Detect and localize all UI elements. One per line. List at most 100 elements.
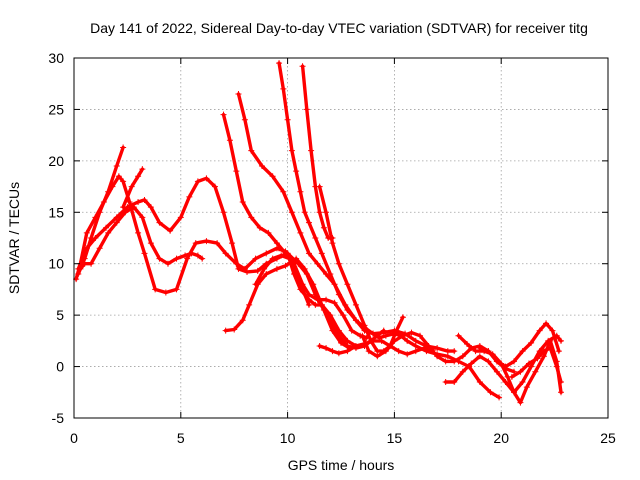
data-point: [130, 204, 137, 211]
data-point: [318, 301, 325, 308]
data-point: [235, 265, 242, 272]
data-point: [303, 106, 310, 113]
data-point: [83, 245, 90, 252]
data-point: [92, 235, 99, 241]
data-point: [156, 219, 163, 226]
y-tick-label: 0: [56, 359, 64, 375]
data-point: [305, 291, 312, 298]
data-point: [472, 348, 479, 355]
data-point: [327, 271, 334, 277]
data-point: [451, 379, 458, 385]
data-point: [485, 348, 492, 355]
data-point: [459, 353, 466, 360]
data-point: [244, 268, 251, 275]
data-point: [75, 271, 82, 277]
data-point: [451, 348, 458, 355]
data-point: [126, 199, 133, 205]
data-point: [391, 337, 398, 344]
data-point: [425, 343, 432, 349]
data-point: [220, 111, 227, 118]
data-point: [113, 163, 120, 169]
data-point: [511, 358, 518, 365]
data-point: [265, 229, 272, 236]
x-tick-label: 10: [280, 430, 296, 446]
data-point: [318, 250, 325, 257]
data-point: [252, 281, 259, 288]
series-sat-m: [252, 252, 312, 308]
data-point: [203, 175, 210, 182]
data-point: [162, 289, 169, 296]
y-tick-label: 25: [48, 101, 64, 117]
data-point: [476, 353, 483, 360]
data-point: [248, 214, 255, 221]
data-point: [359, 332, 366, 339]
data-point: [444, 353, 451, 360]
data-point: [543, 320, 550, 327]
data-point: [344, 337, 351, 344]
data-point: [286, 255, 293, 262]
data-point: [276, 245, 283, 252]
data-point: [344, 343, 351, 349]
data-point: [395, 348, 402, 355]
data-point: [455, 332, 462, 339]
data-point: [83, 229, 90, 236]
data-point: [167, 227, 174, 234]
data-point: [519, 348, 526, 355]
y-tick-label: -5: [52, 410, 65, 426]
data-point: [508, 373, 515, 380]
data-point: [233, 168, 240, 175]
data-point: [314, 260, 321, 267]
data-point: [408, 329, 415, 336]
data-point: [105, 188, 112, 195]
x-tick-label: 0: [70, 430, 78, 446]
data-point: [81, 260, 88, 267]
data-point: [549, 327, 556, 334]
data-point: [288, 209, 295, 216]
plot-frame: [73, 57, 609, 419]
series-trace: [300, 64, 335, 240]
data-point: [464, 340, 471, 347]
data-point: [269, 173, 276, 180]
data-point: [120, 204, 127, 211]
data-point: [320, 224, 327, 231]
data-point: [517, 399, 524, 406]
data-point: [115, 173, 122, 180]
data-point: [352, 317, 359, 324]
data-point: [139, 166, 146, 173]
series-sat-r: [476, 320, 562, 370]
data-point: [273, 240, 280, 247]
data-point: [323, 296, 330, 303]
data-point: [282, 262, 289, 269]
axis-ticks: 0 5 10 15 20 25 -5 0 5 10 15 20 25 30: [48, 50, 616, 446]
data-point: [122, 209, 129, 216]
data-point: [382, 332, 389, 339]
data-point: [370, 337, 377, 344]
data-point: [511, 389, 518, 396]
data-point: [239, 199, 246, 205]
data-point: [235, 91, 242, 97]
data-point: [273, 265, 280, 272]
data-point: [412, 348, 419, 355]
data-point: [269, 255, 276, 262]
data-point: [77, 265, 84, 272]
data-point: [308, 147, 315, 154]
data-point: [547, 345, 554, 352]
data-point: [540, 348, 547, 355]
series-sat-b: [75, 144, 127, 277]
series-trace: [76, 176, 352, 350]
data-point: [293, 255, 300, 262]
data-point: [327, 312, 334, 319]
data-point: [370, 330, 377, 337]
series-sat-e: [120, 166, 146, 211]
data-point: [96, 245, 103, 252]
data-point: [340, 312, 347, 319]
data-point: [434, 345, 441, 352]
data-point: [534, 355, 541, 362]
data-point: [485, 358, 492, 365]
series-sat-d: [77, 204, 206, 272]
data-point: [323, 345, 330, 352]
data-point: [374, 353, 381, 360]
data-point: [378, 337, 385, 344]
data-point: [241, 116, 248, 123]
